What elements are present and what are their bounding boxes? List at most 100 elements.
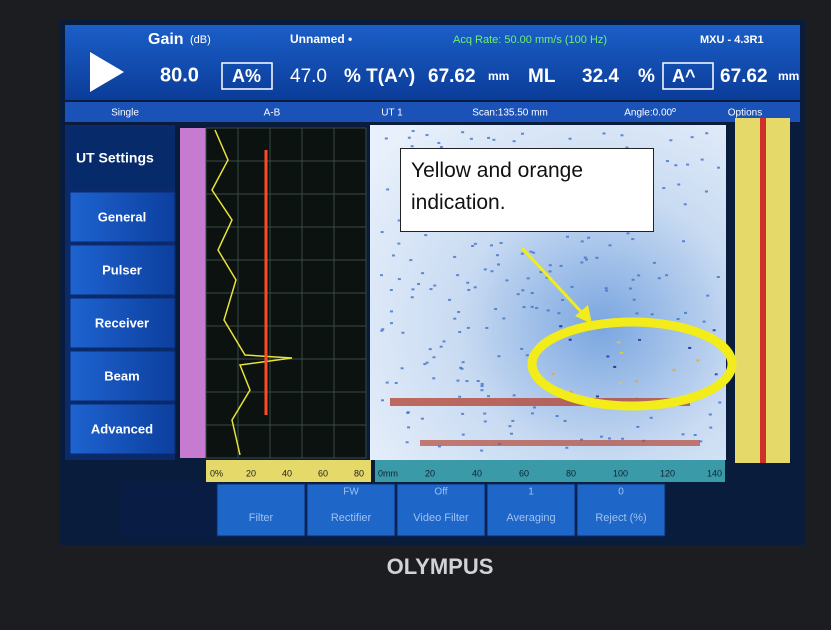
- reading-value: 32.4: [582, 66, 619, 87]
- speckle: [521, 253, 524, 255]
- menu-label[interactable]: Beam: [104, 368, 139, 383]
- parameter-value[interactable]: 1: [528, 487, 534, 498]
- speckle: [517, 293, 520, 295]
- speckle: [629, 287, 632, 289]
- speckle: [392, 254, 395, 256]
- reading-unit: %: [638, 66, 655, 87]
- speckle: [650, 417, 653, 419]
- reading-value: 47.0: [290, 66, 327, 87]
- toolbar-item[interactable]: Scan:135.50 mm: [472, 108, 548, 119]
- gain-value: 80.0: [160, 64, 199, 86]
- device-photo: Gain (dB) Unnamed • Acq Rate: 50.00 mm/s…: [0, 0, 831, 630]
- axis-label: 0mm: [378, 468, 398, 478]
- speckle: [715, 373, 718, 375]
- parameter-label[interactable]: Video Filter: [413, 512, 469, 524]
- speckle: [497, 263, 500, 265]
- speckle: [494, 308, 497, 310]
- speckle: [502, 317, 505, 319]
- speckle: [520, 348, 523, 350]
- speckle: [580, 261, 583, 263]
- speckle: [385, 137, 388, 139]
- speckle: [510, 433, 513, 435]
- speckle: [483, 413, 486, 415]
- speckle: [407, 426, 410, 428]
- speckle: [620, 134, 623, 136]
- speckle: [619, 382, 622, 384]
- parameter-value[interactable]: Off: [434, 487, 447, 498]
- toolbar-item[interactable]: Options: [728, 108, 762, 119]
- speckle: [513, 140, 516, 142]
- speckle: [386, 188, 389, 190]
- speckle: [585, 259, 588, 261]
- speckle: [549, 270, 552, 272]
- speckle: [490, 244, 493, 246]
- speckle: [440, 346, 443, 348]
- menu-label[interactable]: Receiver: [95, 315, 149, 330]
- parameter-button[interactable]: [217, 484, 305, 536]
- speckle: [621, 438, 624, 440]
- axis-label: 20: [425, 468, 435, 478]
- speckle: [481, 383, 484, 385]
- parameter-value[interactable]: 0: [618, 487, 624, 498]
- speckle: [401, 332, 404, 334]
- speckle: [632, 279, 635, 281]
- speckle: [532, 252, 535, 254]
- speckle: [456, 274, 459, 276]
- axis-label: 140: [707, 468, 722, 478]
- speckle: [521, 133, 524, 135]
- menu-label[interactable]: Pulser: [102, 262, 142, 277]
- speckle: [481, 385, 484, 387]
- speckle: [557, 312, 560, 314]
- axis-label: 20: [246, 468, 256, 478]
- speckle: [717, 167, 720, 169]
- speckle: [608, 437, 611, 439]
- speckle: [470, 138, 473, 140]
- menu-label[interactable]: Advanced: [91, 421, 153, 436]
- speckle: [559, 325, 562, 327]
- reading-value: 67.62: [720, 66, 768, 87]
- toolbar-item[interactable]: Angle:0.00º: [624, 108, 676, 119]
- speckle: [411, 145, 414, 147]
- axis-label: 120: [660, 468, 675, 478]
- speckle: [703, 321, 706, 323]
- speckle: [682, 433, 685, 435]
- toolbar-item[interactable]: A-B: [264, 108, 281, 119]
- speckle: [658, 277, 661, 279]
- speckle: [605, 290, 608, 292]
- toolbar-item[interactable]: UT 1: [381, 108, 403, 119]
- speckle: [432, 377, 435, 379]
- speckle: [666, 160, 669, 162]
- speckle: [556, 415, 559, 417]
- speckle: [694, 434, 697, 436]
- speckle: [535, 307, 538, 309]
- parameter-label[interactable]: Rectifier: [331, 512, 372, 524]
- parameter-label[interactable]: Reject (%): [595, 512, 646, 524]
- parameter-value[interactable]: FW: [343, 487, 359, 498]
- parameter-label[interactable]: Filter: [249, 512, 274, 524]
- speckle: [462, 434, 465, 436]
- speckle: [560, 265, 563, 267]
- speckle: [401, 367, 404, 369]
- speckle: [411, 296, 414, 298]
- speckle: [696, 359, 699, 361]
- gain-label: Gain: [148, 31, 184, 48]
- speckle: [480, 450, 483, 452]
- toolbar-item[interactable]: Single: [111, 108, 139, 119]
- speckle: [381, 328, 384, 330]
- speckle: [505, 279, 508, 281]
- parameter-label[interactable]: Averaging: [506, 512, 555, 524]
- speckle: [457, 311, 460, 313]
- speckle: [465, 380, 468, 382]
- menu-label[interactable]: General: [98, 209, 146, 224]
- speckle: [701, 159, 704, 161]
- speckle: [390, 310, 393, 312]
- version: MXU - 4.3R1: [700, 34, 764, 46]
- axis-label: 60: [318, 468, 328, 478]
- speckle: [511, 420, 514, 422]
- speckle: [709, 414, 712, 416]
- speckle: [620, 352, 623, 354]
- speckle: [595, 257, 598, 259]
- speckle: [433, 356, 436, 358]
- speckle: [497, 355, 500, 357]
- speckle: [406, 412, 409, 414]
